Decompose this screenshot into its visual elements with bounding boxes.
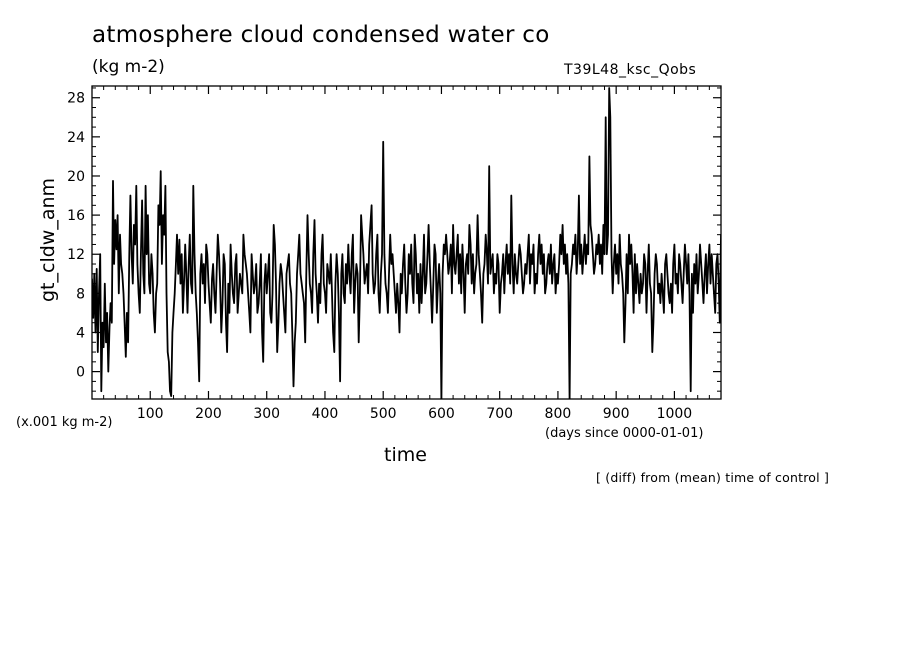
scale-note: (x.001 kg m-2) [16, 415, 113, 430]
y-tick-label: 8 [76, 286, 85, 302]
units-label: (kg m-2) [92, 57, 165, 77]
plot-frame [91, 85, 722, 400]
x-tick-label: 200 [195, 406, 222, 422]
y-tick-label: 28 [67, 91, 85, 107]
y-tick-label: 12 [67, 247, 85, 263]
y-tick-label: 4 [76, 325, 85, 341]
x-tick-label: 400 [312, 406, 339, 422]
chart-title: atmosphere cloud condensed water co [92, 22, 550, 48]
y-tick-label: 24 [67, 130, 85, 146]
x-tick-label: 100 [137, 406, 164, 422]
x-tick-label: 800 [545, 406, 572, 422]
x-tick-label: 300 [253, 406, 280, 422]
x-tick-label: 600 [428, 406, 455, 422]
x-units-note: (days since 0000-01-01) [545, 426, 704, 441]
x-tick-label: 1000 [657, 406, 693, 422]
footer-note: [ (diff) from (mean) time of control ] [596, 470, 830, 485]
experiment-label: T39L48_ksc_Qobs [564, 62, 697, 78]
x-tick-label: 500 [370, 406, 397, 422]
y-tick-label: 20 [67, 169, 85, 185]
x-tick-label: 700 [486, 406, 513, 422]
y-tick-label: 16 [67, 208, 85, 224]
series-line [92, 87, 721, 399]
x-axis-label: time [384, 444, 427, 466]
y-tick-label: 0 [76, 365, 85, 381]
x-tick-label: 900 [603, 406, 630, 422]
